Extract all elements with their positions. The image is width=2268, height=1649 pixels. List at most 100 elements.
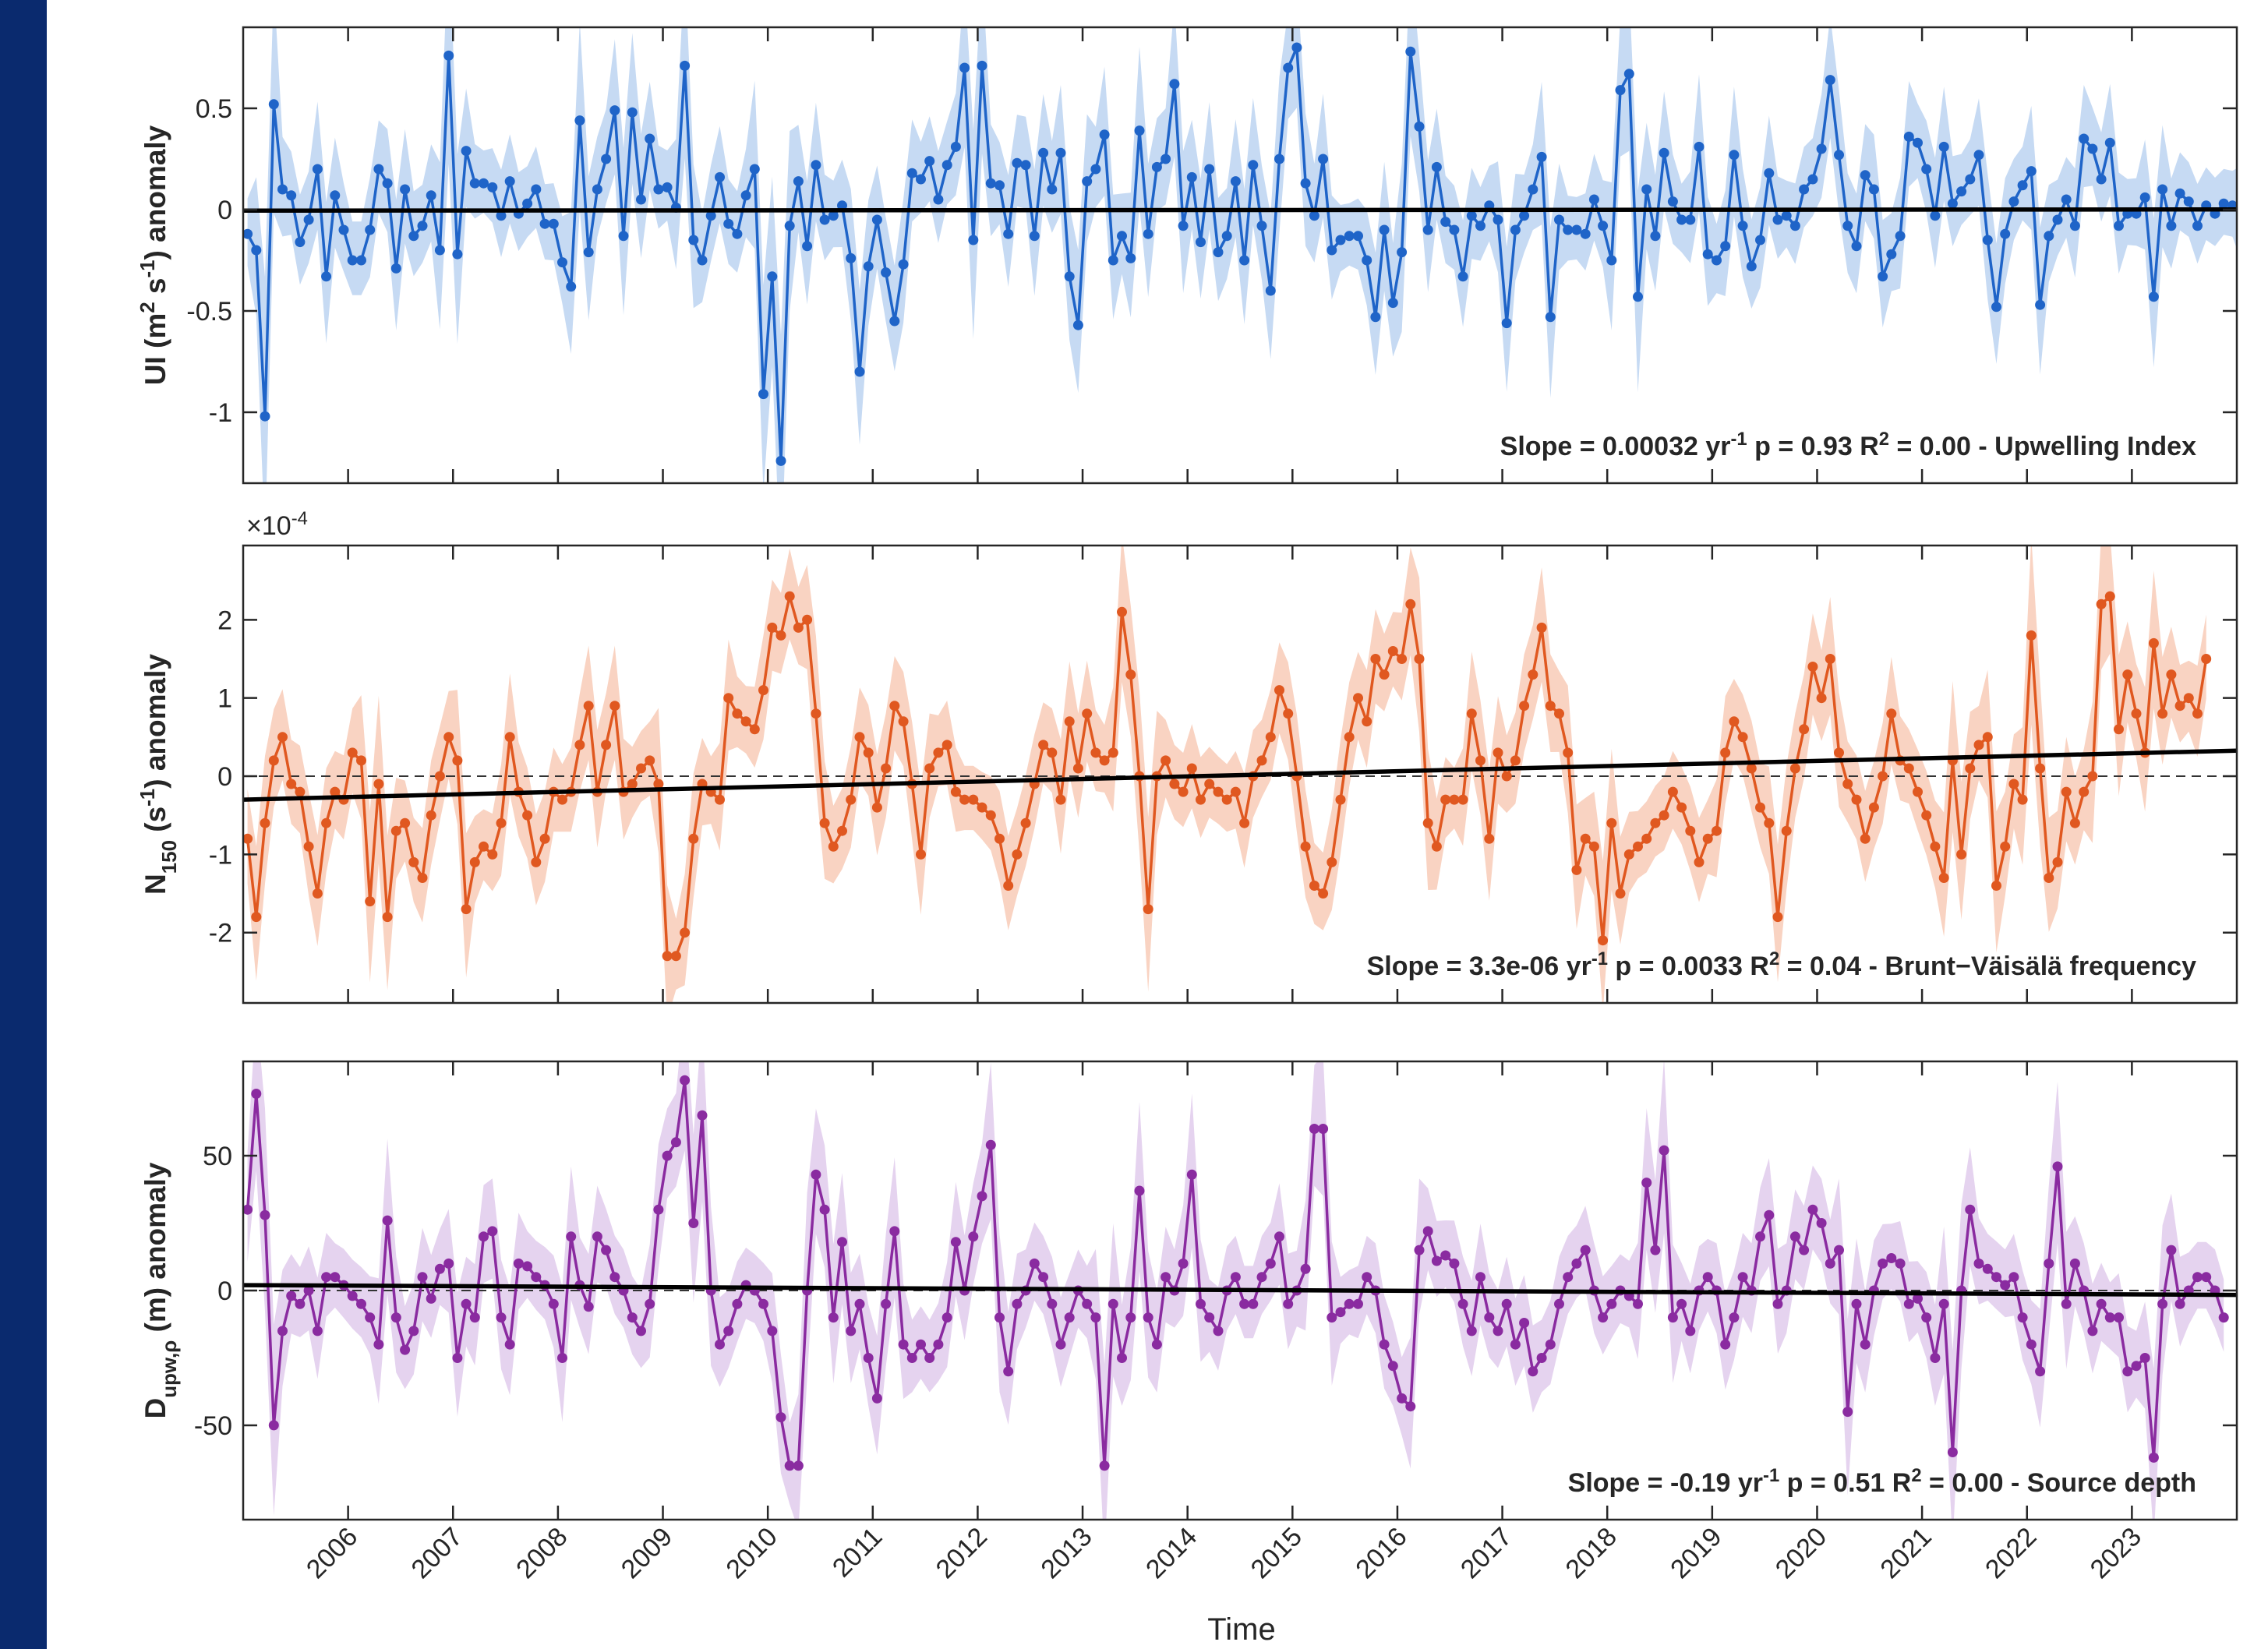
- data-point: [2087, 1326, 2098, 1337]
- data-point: [906, 1353, 917, 1363]
- data-point: [732, 708, 743, 719]
- data-point: [715, 1339, 725, 1350]
- y-tick-label: -50: [194, 1411, 232, 1441]
- data-point: [670, 951, 681, 962]
- y-tick-label: 2: [217, 606, 232, 635]
- x-tick-label: 2014: [1140, 1522, 1203, 1584]
- data-point: [1038, 147, 1049, 158]
- data-point: [1379, 669, 1390, 680]
- data-point: [854, 732, 865, 743]
- data-point: [1772, 912, 1783, 923]
- data-point: [1563, 224, 1574, 235]
- data-point: [723, 218, 734, 229]
- data-point: [251, 245, 262, 256]
- data-point: [1554, 1298, 1564, 1309]
- data-point: [2139, 1353, 2150, 1363]
- data-point: [557, 794, 567, 805]
- data-point: [662, 951, 673, 962]
- data-point: [1379, 224, 1390, 235]
- data-point: [1003, 881, 1014, 891]
- data-point: [775, 1412, 786, 1423]
- data-point: [1938, 141, 1949, 152]
- data-point: [854, 1298, 865, 1309]
- data-point: [1431, 841, 1442, 852]
- data-point: [373, 1339, 384, 1350]
- data-point: [557, 1353, 567, 1363]
- data-point: [1667, 196, 1678, 207]
- data-point: [1248, 1298, 1259, 1309]
- data-point: [1956, 849, 1967, 860]
- x-tick-label: 2015: [1245, 1522, 1308, 1584]
- data-point: [898, 259, 909, 270]
- data-point: [1405, 1401, 1416, 1412]
- y-axis-label: UI (m2 s-1) anomaly: [137, 125, 171, 385]
- y-axis-label: Dupw,ρ (m) anomaly: [140, 1162, 181, 1418]
- data-point: [758, 1298, 768, 1309]
- data-point: [1921, 164, 1932, 175]
- trend-line: [243, 207, 2237, 214]
- data-point: [373, 164, 384, 175]
- data-point: [636, 194, 646, 205]
- data-point: [933, 1339, 944, 1350]
- data-point: [574, 115, 585, 126]
- data-point: [1370, 312, 1381, 323]
- data-point: [1825, 1258, 1835, 1269]
- data-point: [1729, 150, 1740, 161]
- data-point: [933, 747, 944, 758]
- data-point: [1196, 794, 1206, 805]
- data-point: [1860, 833, 1871, 844]
- data-point: [802, 241, 813, 252]
- data-point: [1764, 168, 1775, 178]
- data-point: [2052, 1161, 2063, 1172]
- data-point: [1493, 214, 1503, 225]
- data-point: [2008, 779, 2019, 789]
- data-point: [837, 825, 847, 836]
- data-point: [1072, 763, 1083, 774]
- data-point: [1020, 160, 1031, 171]
- data-point: [1519, 1318, 1530, 1328]
- data-point: [1886, 249, 1897, 260]
- data-point: [819, 817, 830, 828]
- data-point: [1397, 247, 1408, 258]
- data-point: [1353, 1298, 1363, 1309]
- data-point: [1807, 174, 1818, 185]
- data-point: [347, 255, 358, 266]
- data-point: [2148, 1452, 2159, 1463]
- data-point: [2052, 856, 2063, 867]
- data-point: [1493, 747, 1503, 758]
- data-point: [1851, 794, 1862, 805]
- data-point: [321, 817, 332, 828]
- data-point: [1737, 732, 1748, 743]
- data-point: [2017, 180, 2028, 191]
- data-point: [1117, 606, 1127, 617]
- data-point: [312, 164, 323, 175]
- data-point: [390, 825, 401, 836]
- data-point: [871, 1393, 882, 1404]
- data-point: [504, 176, 515, 187]
- data-point: [1169, 79, 1180, 90]
- data-point: [941, 160, 952, 171]
- x-tick-label: 2007: [406, 1522, 468, 1584]
- data-point: [1405, 46, 1416, 57]
- data-point: [680, 1075, 691, 1086]
- data-point: [303, 214, 314, 225]
- data-point: [434, 245, 445, 256]
- data-point: [1335, 1307, 1346, 1318]
- data-point: [1606, 255, 1617, 266]
- data-point: [1309, 210, 1319, 221]
- data-point: [1702, 249, 1713, 260]
- x-tick-label: 2016: [1350, 1522, 1412, 1584]
- data-point: [2131, 708, 2142, 719]
- data-point: [330, 190, 341, 201]
- data-point: [2114, 221, 2124, 231]
- data-point: [985, 178, 996, 189]
- left-accent-bar: [0, 0, 47, 1649]
- data-point: [968, 794, 979, 805]
- data-point: [2157, 184, 2168, 195]
- data-point: [1685, 825, 1696, 836]
- data-point: [1274, 154, 1284, 164]
- data-point: [1930, 1353, 1941, 1363]
- data-point: [1789, 1231, 1800, 1242]
- data-point: [1519, 701, 1530, 712]
- data-point: [1362, 255, 1372, 266]
